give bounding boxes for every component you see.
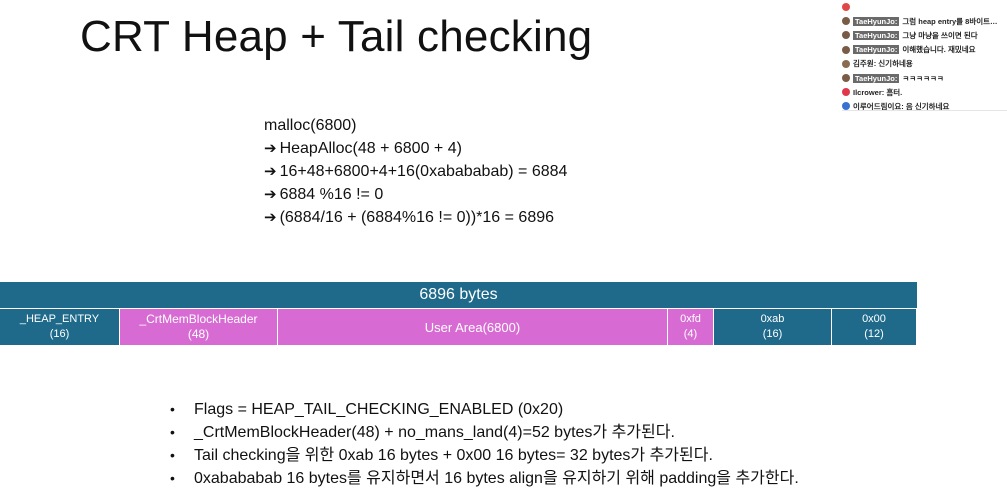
memory-cell-name: 0x00 [862, 313, 886, 325]
chat-text: 김주원: 신기하네용 [853, 59, 913, 69]
calc-line-text: (6884/16 + (6884%16 != 0))*16 = 6896 [279, 209, 555, 226]
chat-message: TaeHyunJo: ㅋㅋㅋㅋㅋㅋ [842, 71, 1007, 85]
bullet-icon: • [170, 401, 175, 417]
chat-username: TaeHyunJo: [853, 16, 900, 26]
bullet-icon: • [170, 447, 175, 463]
memory-cell: 0xfd (4) [668, 309, 714, 345]
bullet-item: • _CrtMemBlockHeader(48) + no_mans_land(4… [170, 421, 799, 444]
bullet-text: 0xababab​ab 16 bytes를 유지하면서 16 bytes ali… [194, 470, 799, 487]
memory-cell: 0x00 (12) [832, 309, 917, 345]
total-size-bar: 6896 bytes [0, 282, 917, 309]
chat-message: 이루어드림이요: 음 신기하네요 [842, 99, 1007, 111]
arrow-icon: ➔ [264, 140, 277, 157]
memory-cell: _HEAP_ENTRY (16) [0, 309, 120, 345]
memory-cell-size: (4) [683, 328, 698, 340]
arrow-icon: ➔ [264, 186, 277, 203]
chat-message: Ilcrower: 흠터. [842, 85, 1007, 99]
chat-text: 이루어드림이요: 음 신기하네요 [853, 101, 950, 111]
memory-cell-size: (16) [762, 328, 783, 340]
calc-line: ➔ (6884/16 + (6884%16 != 0))*16 = 6896 [264, 206, 567, 229]
avatar-icon [842, 74, 850, 83]
chat-username: TaeHyunJo: [853, 73, 900, 83]
bullet-item: • Tail checking을 위한 0xab 16 bytes + 0x00 … [170, 444, 799, 467]
bullet-icon: • [170, 470, 175, 486]
bullet-text: _CrtMemBlockHeader(48) + no_mans_land(4)… [194, 424, 675, 441]
calc-line: ➔ 6884 %16 != 0 [264, 183, 567, 206]
chat-username: TaeHyunJo: [853, 45, 900, 55]
calc-line-text: 16+48+6800+4+16(0xababab​ab) = 6884 [279, 163, 568, 180]
calculation-block: malloc(6800) ➔ HeapAlloc(48 + 6800 + 4) ➔ 16… [264, 114, 567, 229]
chat-message: TaeHyunJo: 그냥 마냥을 쓰이면 된다 [842, 28, 1007, 42]
memory-cell-name: 0xfd [680, 313, 701, 325]
chat-message: TaeHyunJo: 그럼 heap entry를 8바이트… [842, 14, 1007, 28]
memory-cell: 0xab (16) [714, 309, 832, 345]
arrow-icon: ➔ [264, 209, 277, 226]
live-chat-panel: TaeHyunJo: 그럼 heap entry를 8바이트… TaeHyunJo:… [842, 0, 1007, 111]
bullet-text: Tail checking을 위한 0xab 16 bytes + 0x00 1… [194, 447, 713, 464]
avatar-icon [842, 88, 850, 97]
avatar-icon [842, 31, 850, 40]
chat-message [842, 0, 1007, 14]
chat-username: TaeHyunJo: [853, 30, 900, 40]
avatar-icon [842, 45, 850, 54]
calc-line-text: malloc(6800) [264, 117, 357, 134]
bullet-list: • Flags = HEAP_TAIL_CHECKING_ENABLED (0x2… [170, 398, 799, 490]
bullet-icon: • [170, 424, 175, 440]
calc-line-text: HeapAlloc(48 + 6800 + 4) [279, 140, 462, 157]
avatar-icon [842, 17, 850, 26]
calc-line: malloc(6800) [264, 114, 567, 137]
chat-text: Ilcrower: 흠터. [853, 87, 903, 97]
calc-line: ➔ HeapAlloc(48 + 6800 + 4) [264, 137, 567, 160]
arrow-icon: ➔ [264, 163, 277, 180]
bullet-item: • Flags = HEAP_TAIL_CHECKING_ENABLED (0x2… [170, 398, 799, 421]
memory-cell-name: _CrtMemBlockHeader [139, 312, 258, 326]
chat-text: 그냥 마냥을 쓰이면 된다 [902, 30, 978, 40]
memory-cell: User Area(6800) [278, 309, 668, 345]
memory-layout-diagram: 6896 bytes _HEAP_ENTRY (16) _CrtMemBlockHe… [0, 282, 917, 345]
chat-text: ㅋㅋㅋㅋㅋㅋ [902, 73, 944, 83]
avatar-icon [842, 59, 850, 68]
chat-message: 김주원: 신기하네용 [842, 57, 1007, 71]
chat-text: 그럼 heap entry를 8바이트… [902, 16, 998, 26]
calc-line: ➔ 16+48+6800+4+16(0xababab​ab) = 6884 [264, 160, 567, 183]
avatar-icon [842, 102, 850, 110]
memory-cells: _HEAP_ENTRY (16) _CrtMemBlockHeader (48) Use… [0, 309, 917, 345]
memory-cell-size: (12) [864, 328, 884, 340]
memory-cell: _CrtMemBlockHeader (48) [120, 309, 278, 345]
slide-title: CRT Heap + Tail checking [80, 12, 593, 61]
memory-cell-name: _HEAP_ENTRY [19, 313, 100, 325]
chat-message: TaeHyunJo: 이해했습니다. 재밌네요 [842, 43, 1007, 57]
memory-cell-size: (48) [187, 327, 210, 341]
memory-cell-size: (16) [49, 328, 70, 340]
bullet-text: Flags = HEAP_TAIL_CHECKING_ENABLED (0x20… [194, 401, 564, 418]
memory-cell-name: User Area(6800) [424, 319, 521, 335]
memory-cell-name: 0xab [760, 313, 785, 325]
chat-text: 이해했습니다. 재밌네요 [902, 45, 976, 55]
bullet-item: • 0xababab​ab 16 bytes를 유지하면서 16 bytes al… [170, 467, 799, 490]
avatar-icon [842, 3, 850, 12]
calc-line-text: 6884 %16 != 0 [279, 186, 384, 203]
